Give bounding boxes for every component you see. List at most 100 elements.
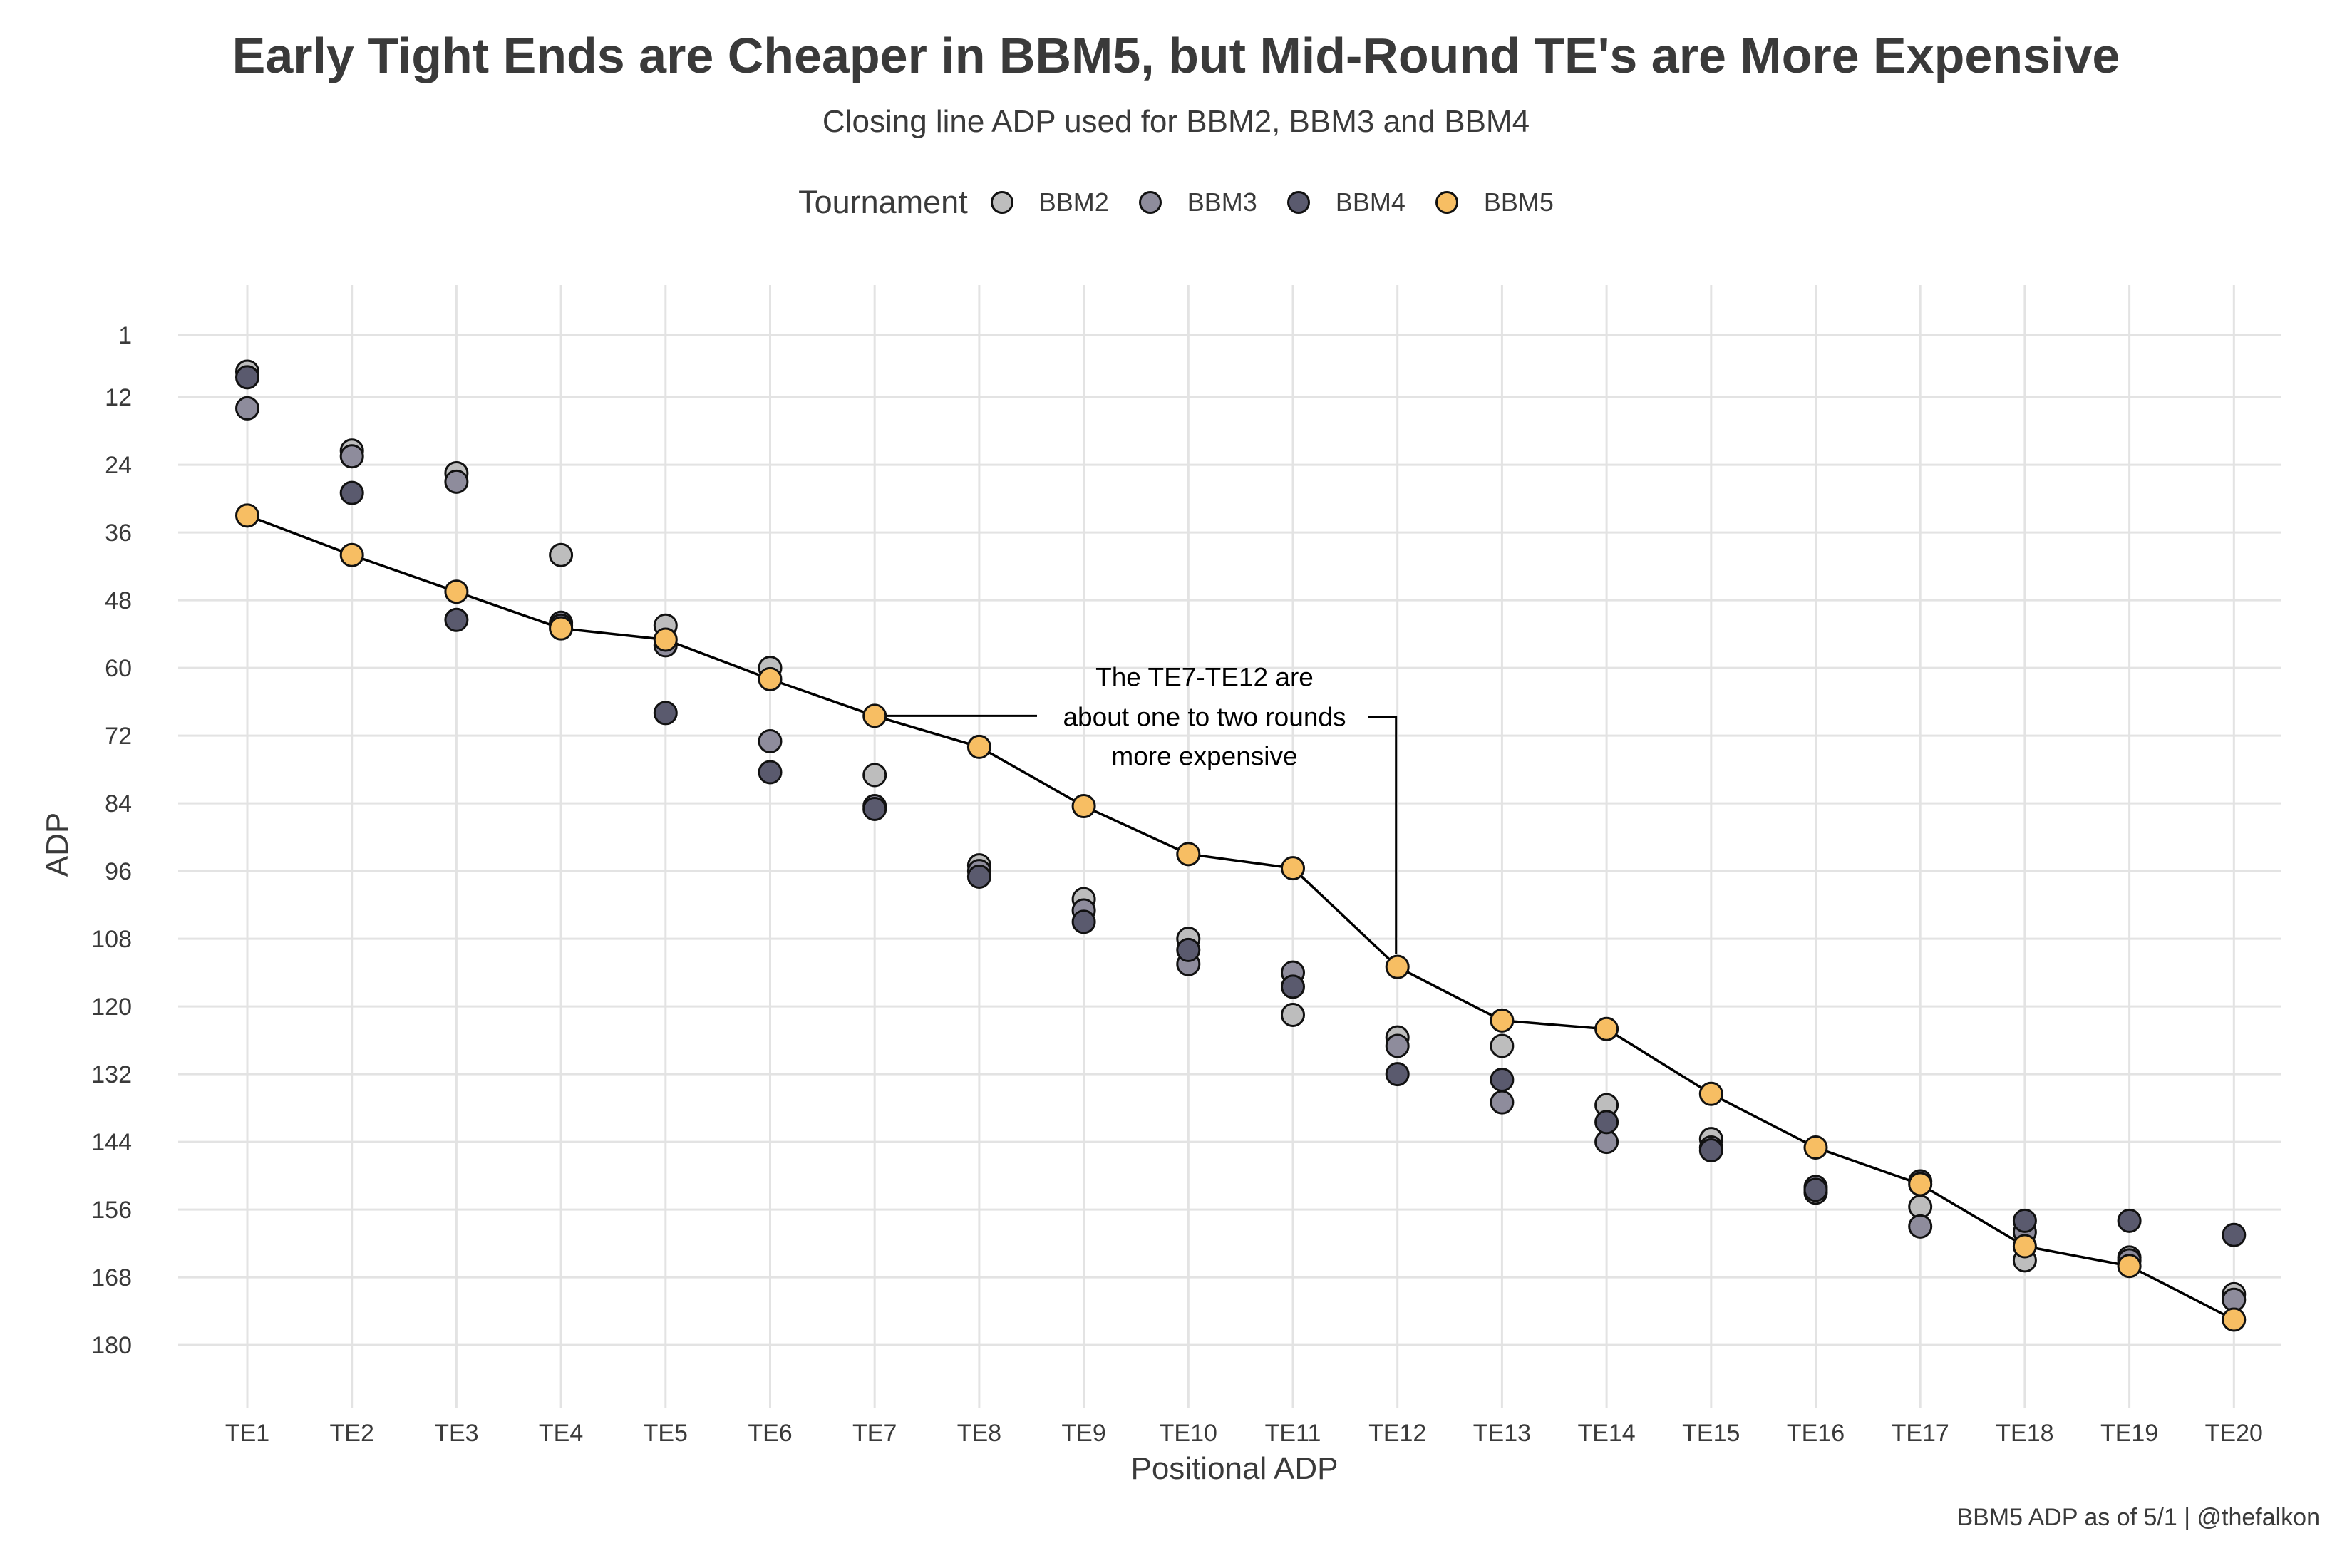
point-bbm2-te13	[1490, 1033, 1515, 1058]
legend-swatch-bbm3	[1138, 191, 1162, 214]
point-bbm5-te16	[1803, 1135, 1828, 1160]
y-tick-label: 156	[91, 1197, 132, 1224]
point-bbm5-te14	[1594, 1016, 1619, 1041]
y-tick-label: 12	[105, 384, 132, 411]
legend-item-bbm4: BBM4	[1286, 187, 1405, 217]
point-bbm3-te3	[444, 469, 469, 494]
caption: BBM5 ADP as of 5/1 | @thefalkon	[1956, 1504, 2320, 1531]
point-bbm4-te6	[758, 760, 783, 785]
x-tick-label: TE3	[434, 1420, 478, 1447]
x-tick-label: TE4	[539, 1420, 583, 1447]
point-bbm5-te2	[339, 542, 364, 567]
y-tick-label: 144	[91, 1129, 132, 1156]
chart-subtitle: Closing line ADP used for BBM2, BBM3 and…	[822, 104, 1530, 139]
point-bbm4-te3	[444, 607, 469, 632]
legend-item-bbm3: BBM3	[1138, 187, 1257, 217]
x-tick-label: TE8	[957, 1420, 1001, 1447]
point-bbm4-te15	[1698, 1138, 1723, 1162]
y-tick-label: 84	[105, 790, 132, 817]
point-bbm4-te1	[235, 365, 259, 390]
legend-swatch-bbm2	[990, 191, 1013, 214]
point-bbm4-te13	[1490, 1068, 1515, 1092]
point-bbm4-te11	[1281, 974, 1305, 999]
point-bbm5-te1	[235, 503, 259, 528]
legend: Tournament BBM2 BBM3 BBM4 BBM5	[0, 184, 2352, 221]
point-bbm5-te20	[2222, 1307, 2247, 1332]
data-points	[235, 359, 2247, 1332]
y-tick-label: 72	[105, 723, 132, 750]
point-bbm3-te13	[1490, 1090, 1515, 1115]
x-tick-label: TE20	[2205, 1420, 2263, 1447]
point-bbm4-te7	[862, 797, 887, 821]
x-tick-label: TE19	[2100, 1420, 2158, 1447]
point-bbm5-te15	[1698, 1081, 1723, 1106]
annotation-text-line-3: more expensive	[1111, 741, 1297, 770]
x-tick-label: TE17	[1892, 1420, 1949, 1447]
point-bbm4-te18	[2012, 1208, 2037, 1233]
legend-label-bbm5: BBM5	[1483, 187, 1554, 217]
point-bbm2-te4	[549, 542, 574, 567]
point-bbm4-te2	[339, 480, 364, 505]
legend-item-bbm5: BBM5	[1435, 187, 1554, 217]
y-tick-label: 180	[91, 1332, 132, 1359]
chart-title: Early Tight Ends are Cheaper in BBM5, bu…	[232, 28, 2120, 83]
point-bbm5-te10	[1176, 842, 1201, 867]
legend-item-bbm2: BBM2	[990, 187, 1109, 217]
x-tick-label: TE12	[1368, 1420, 1426, 1447]
point-bbm5-te3	[444, 579, 469, 604]
point-bbm5-te11	[1281, 856, 1305, 881]
y-tick-label: 60	[105, 655, 132, 682]
x-tick-label: TE18	[1996, 1420, 2053, 1447]
legend-label-bbm2: BBM2	[1038, 187, 1109, 217]
annotation-text-line-1: The TE7-TE12 are	[1095, 662, 1314, 691]
x-tick-label: TE1	[225, 1420, 269, 1447]
y-tick-label: 96	[105, 858, 132, 885]
point-bbm5-te9	[1071, 794, 1096, 819]
point-bbm5-te17	[1908, 1172, 1933, 1197]
point-bbm5-te7	[862, 703, 887, 728]
point-bbm2-te7	[862, 763, 887, 788]
x-tick-label: TE10	[1160, 1420, 1217, 1447]
point-bbm3-te6	[758, 729, 783, 753]
point-bbm5-te13	[1490, 1008, 1515, 1033]
point-bbm5-te8	[966, 734, 991, 759]
point-bbm4-te9	[1071, 909, 1096, 934]
x-tick-label: TE11	[1265, 1420, 1321, 1447]
point-bbm3-te1	[235, 396, 259, 421]
y-tick-label: 36	[105, 520, 132, 547]
point-bbm4-te8	[966, 865, 991, 889]
point-bbm5-te18	[2012, 1234, 2037, 1259]
x-axis-ticks: TE1 TE2 TE3 TE4 TE5 TE6 TE7 TE8 TE9 TE10 TE11 TE12 T…	[225, 1420, 2263, 1447]
legend-label-bbm3: BBM3	[1187, 187, 1257, 217]
point-bbm3-te12	[1385, 1033, 1410, 1058]
point-bbm5-te19	[2117, 1254, 2142, 1279]
x-tick-label: TE5	[644, 1420, 688, 1447]
y-tick-label: 168	[91, 1264, 132, 1291]
point-bbm4-te12	[1385, 1062, 1410, 1087]
annotation: The TE7-TE12 are about one to two rounds…	[875, 662, 1398, 954]
x-tick-label: TE13	[1473, 1420, 1531, 1447]
x-tick-label: TE2	[330, 1420, 374, 1447]
y-tick-label: 132	[91, 1061, 132, 1088]
point-bbm4-te14	[1594, 1110, 1619, 1135]
x-tick-label: TE6	[748, 1420, 792, 1447]
x-tick-label: TE15	[1682, 1420, 1740, 1447]
point-bbm4-te19	[2117, 1208, 2142, 1233]
point-bbm5-te5	[653, 627, 678, 652]
x-axis-label: Positional ADP	[1130, 1451, 1338, 1486]
y-tick-label: 1	[118, 322, 132, 349]
legend-label-bbm4: BBM4	[1335, 187, 1405, 217]
y-tick-label: 108	[91, 926, 132, 953]
annotation-bracket	[875, 714, 1398, 954]
x-tick-label: TE7	[852, 1420, 897, 1447]
annotation-text-line-2: about one to two rounds	[1063, 702, 1346, 731]
x-tick-label: TE14	[1577, 1420, 1635, 1447]
y-tick-label: 24	[105, 452, 132, 479]
y-tick-label: 48	[105, 587, 132, 614]
point-bbm5-te4	[549, 616, 574, 641]
legend-swatch-bbm5	[1435, 191, 1458, 214]
point-bbm3-te17	[1908, 1214, 1933, 1239]
point-bbm3-te2	[339, 444, 364, 469]
legend-title: Tournament	[798, 184, 968, 220]
